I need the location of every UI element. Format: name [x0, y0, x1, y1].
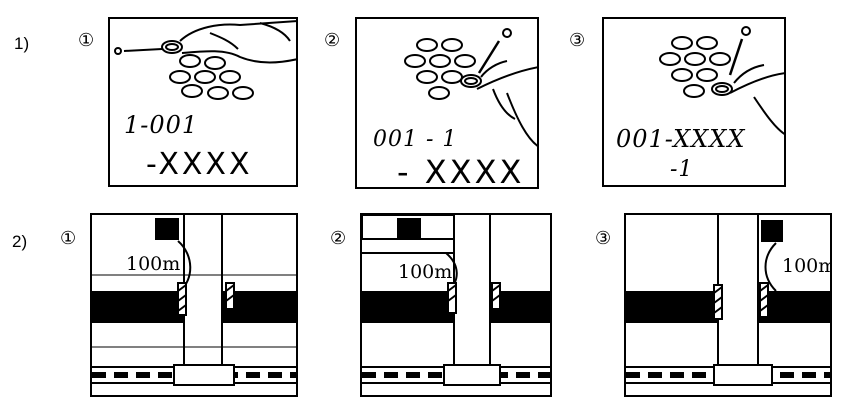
road-map-illustration [626, 215, 830, 386]
panel-number-1: ① [60, 228, 77, 249]
panel-number-3: ③ [569, 30, 586, 51]
coins-hand-illustration [404, 28, 537, 147]
coins-hand-illustration [114, 20, 296, 100]
panel-number-3: ③ [595, 228, 612, 249]
panel-row1-2: 001 - 1 - XXXX [355, 17, 539, 189]
panel-row2-3: 100m [624, 213, 832, 397]
row-2-label: 2) [12, 232, 28, 251]
panel-number-2: ② [330, 228, 347, 249]
code-line-1: 001-XXXX [616, 125, 746, 153]
distance-label: 100m [126, 253, 181, 275]
code-line-2: -1 [670, 157, 694, 182]
road-map-illustration [92, 215, 296, 386]
panel-row2-1: 100m [90, 213, 298, 397]
panel-row1-1: 1-001 -XXXX [108, 17, 298, 187]
coins-hand-illustration [659, 26, 784, 135]
code-line-2: - XXXX [397, 153, 525, 189]
panel-number-1: ① [78, 30, 95, 51]
code-line-1: 001 - 1 [373, 127, 458, 152]
distance-label: 100m [398, 261, 453, 283]
road-map-illustration [362, 215, 550, 386]
panel-number-2: ② [324, 30, 341, 51]
row-1-label: 1) [14, 34, 30, 53]
panel-row1-3: 001-XXXX -1 [602, 17, 786, 187]
code-line-1: 1-001 [124, 111, 199, 139]
panel-row2-2: 100m [360, 213, 552, 397]
code-line-2: -XXXX [146, 147, 253, 182]
distance-label: 100m [782, 255, 832, 277]
